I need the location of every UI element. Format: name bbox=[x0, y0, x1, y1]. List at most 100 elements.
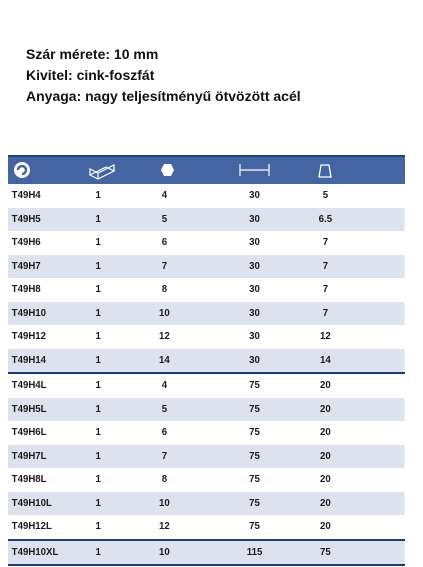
table-cell: 30 bbox=[249, 283, 260, 295]
table-cell: T49H4 bbox=[11, 189, 41, 201]
table-cell: 75 bbox=[249, 496, 260, 509]
table-cell: 6 bbox=[161, 426, 168, 438]
product-table: T49H4 1 4 30 5 T49H5 1 5 30 6.5 T49H6 1 6 30 7 T49H7 1 7 3… bbox=[8, 155, 405, 566]
table-cell: 6 bbox=[161, 236, 168, 248]
table-cell: 20 bbox=[320, 426, 331, 438]
table-row: T49H5 1 5 30 6.5 bbox=[8, 207, 405, 231]
table-cell: 4 bbox=[161, 189, 168, 201]
table-cell: 5 bbox=[322, 189, 329, 201]
table-cell: 75 bbox=[249, 379, 260, 391]
table-cell: 12 bbox=[320, 330, 331, 342]
table-cell: 1 bbox=[95, 496, 101, 509]
icon-logo-mark bbox=[16, 164, 28, 176]
table-header bbox=[8, 155, 405, 184]
table-cell: 1 bbox=[95, 545, 101, 558]
table-cell: 1 bbox=[95, 379, 101, 391]
table-cell: 14 bbox=[320, 353, 331, 366]
table-cell: T49H10XL bbox=[11, 545, 59, 558]
table-cell: T49H6 bbox=[11, 236, 41, 248]
table-cell: 7 bbox=[161, 259, 168, 272]
table-cell: 75 bbox=[249, 473, 260, 485]
table-cell: 75 bbox=[249, 426, 260, 438]
table-cell: T49H14 bbox=[11, 353, 47, 366]
table-cell: T49H12L bbox=[11, 520, 52, 532]
table-cell: 5 bbox=[161, 212, 168, 225]
table-cell: 75 bbox=[249, 520, 260, 532]
table-cell: T49H10 bbox=[11, 306, 47, 319]
table-cell: 7 bbox=[322, 259, 329, 272]
table-cell: 12 bbox=[159, 520, 170, 532]
table-cell: 1 bbox=[95, 402, 101, 415]
table-row: T49H4 1 4 30 5 bbox=[8, 184, 405, 208]
table-cell: 20 bbox=[320, 496, 331, 509]
icon-length bbox=[239, 164, 270, 176]
table-cell: 7 bbox=[161, 449, 168, 462]
table-cell: 14 bbox=[159, 353, 170, 366]
table-cell: 1 bbox=[95, 473, 101, 485]
table-cell: T49H6L bbox=[11, 426, 47, 438]
table-row: T49H12 1 12 30 12 bbox=[8, 325, 405, 349]
table-row: T49H14 1 14 30 14 bbox=[8, 348, 405, 372]
table-cell: 30 bbox=[249, 259, 260, 272]
table-cell: 10 bbox=[159, 306, 170, 319]
icon-logo bbox=[14, 162, 30, 178]
table-cell: 7 bbox=[322, 236, 329, 248]
table-cell: 115 bbox=[246, 545, 263, 558]
table-cell: 1 bbox=[95, 353, 101, 366]
table-row: T49H8 1 8 30 7 bbox=[8, 278, 405, 302]
table-cell: 1 bbox=[95, 330, 101, 342]
table-body: T49H4 1 4 30 5 T49H5 1 5 30 6.5 T49H6 1 6 30 7 T49H7 1 7 3… bbox=[8, 184, 405, 566]
table-cell: 20 bbox=[320, 473, 331, 485]
table-cell: 1 bbox=[95, 283, 101, 295]
table-cell: 1 bbox=[95, 449, 101, 462]
header-icons bbox=[14, 162, 332, 180]
group-separator bbox=[8, 372, 405, 374]
table-cell: 1 bbox=[95, 426, 101, 438]
table-row: T49H6 1 6 30 7 bbox=[8, 231, 405, 255]
table-cell: T49H5L bbox=[11, 402, 47, 415]
table-cell: T49H5 bbox=[11, 212, 41, 225]
table-cell: 30 bbox=[249, 236, 260, 248]
table-cell: T49H4L bbox=[11, 379, 47, 391]
icon-weight bbox=[318, 164, 332, 178]
table-cell: 4 bbox=[161, 379, 168, 391]
table-cell: 7 bbox=[322, 306, 329, 319]
table-cell: 1 bbox=[95, 236, 101, 248]
table-row: T49H10 1 10 30 7 bbox=[8, 301, 405, 325]
table-cell: 10 bbox=[159, 545, 170, 558]
group-separator bbox=[8, 538, 405, 541]
table-bottom-rule bbox=[8, 564, 405, 566]
table-row: T49H6L 1 6 75 20 bbox=[8, 421, 405, 445]
table-cell: T49H7 bbox=[11, 259, 41, 272]
table-cell: 75 bbox=[249, 402, 260, 415]
table-row: T49H5L 1 5 75 20 bbox=[8, 397, 405, 421]
table-row: T49H10L 1 10 75 20 bbox=[8, 491, 405, 515]
table-cell: 30 bbox=[249, 330, 260, 342]
table-row: T49H4L 1 4 75 20 bbox=[8, 374, 405, 398]
table-row: T49H12L 1 12 75 20 bbox=[8, 515, 405, 539]
table-cell: 1 bbox=[95, 189, 101, 201]
table-cell: 20 bbox=[320, 449, 331, 462]
table-cell: 1 bbox=[95, 212, 101, 225]
table-cell: T49H12 bbox=[11, 330, 47, 342]
table-row: T49H7L 1 7 75 20 bbox=[8, 444, 405, 468]
table-cell: 20 bbox=[320, 520, 331, 532]
table-cell: T49H8 bbox=[11, 283, 41, 295]
table-cell: 5 bbox=[161, 402, 168, 415]
table-cell: 10 bbox=[159, 496, 170, 509]
table-cell: 12 bbox=[159, 330, 170, 342]
table-cell: 8 bbox=[161, 283, 168, 295]
spec-line: Kivitel: cink-foszfát bbox=[26, 67, 155, 83]
table-cell: 7 bbox=[322, 283, 329, 295]
table-cell: 6.5 bbox=[318, 212, 333, 225]
table-cell: 20 bbox=[320, 379, 331, 391]
table-cell: 75 bbox=[320, 545, 331, 558]
table-cell: T49H8L bbox=[11, 473, 47, 485]
table-cell: 30 bbox=[249, 306, 260, 319]
table-cell: 30 bbox=[249, 189, 260, 201]
table-cell: 20 bbox=[320, 402, 331, 415]
table-cell: 1 bbox=[95, 520, 101, 532]
table-row: T49H10XL 1 10 115 75 bbox=[8, 540, 405, 564]
table-row: T49H7 1 7 30 7 bbox=[8, 254, 405, 278]
table-cell: 1 bbox=[95, 259, 101, 272]
